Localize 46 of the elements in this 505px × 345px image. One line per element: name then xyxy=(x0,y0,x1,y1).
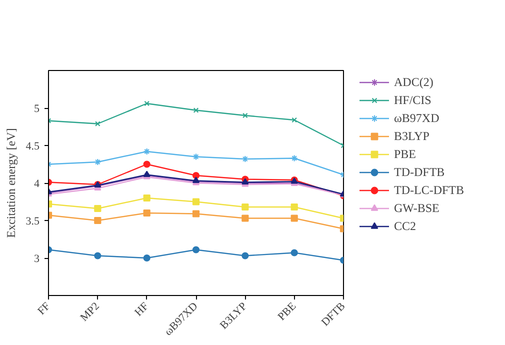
x-tick-label: HF xyxy=(132,300,152,319)
point xyxy=(94,204,102,212)
legend-label: HF/CIS xyxy=(394,92,432,108)
point xyxy=(292,117,298,123)
point xyxy=(290,154,298,162)
point xyxy=(143,194,150,202)
legend-label: TD-LC-DFTB xyxy=(394,182,464,198)
y-tick-label: 3.5 xyxy=(26,216,40,228)
legend-label: PBE xyxy=(394,146,416,162)
point xyxy=(290,214,298,222)
point xyxy=(192,210,200,218)
point xyxy=(242,252,249,260)
point xyxy=(242,112,248,118)
point xyxy=(192,153,200,160)
point xyxy=(94,216,102,224)
legend-label: GW-BSE xyxy=(394,200,440,216)
point xyxy=(242,155,249,163)
y-tick-label: 5 xyxy=(34,103,40,115)
x-tick-label: FF xyxy=(36,300,53,318)
legend-label: TD-DFTB xyxy=(394,164,445,180)
y-tick-label: 4 xyxy=(34,178,40,190)
point xyxy=(94,158,102,166)
point xyxy=(290,249,298,256)
line-series xyxy=(48,100,344,148)
point xyxy=(192,246,200,254)
legend-label: ωB97XD xyxy=(394,110,440,126)
point xyxy=(242,214,249,222)
point xyxy=(193,108,199,113)
point xyxy=(242,203,249,211)
point xyxy=(143,148,150,156)
point xyxy=(192,172,200,180)
point xyxy=(144,100,150,106)
point xyxy=(94,121,100,126)
point xyxy=(143,160,150,168)
y-axis-title: Excitation energy [eV] xyxy=(4,128,18,238)
legend-label: CC2 xyxy=(394,218,416,234)
legend-label: B3LYP xyxy=(394,128,430,144)
point xyxy=(192,198,200,206)
legend-label: ADC(2) xyxy=(394,74,434,90)
point xyxy=(94,252,102,260)
y-tick-label: 3 xyxy=(34,253,40,265)
point xyxy=(143,254,150,262)
x-tick-label: PBE xyxy=(276,300,299,324)
point xyxy=(143,209,150,217)
point xyxy=(290,203,298,211)
y-tick-label: 4.5 xyxy=(26,140,40,152)
